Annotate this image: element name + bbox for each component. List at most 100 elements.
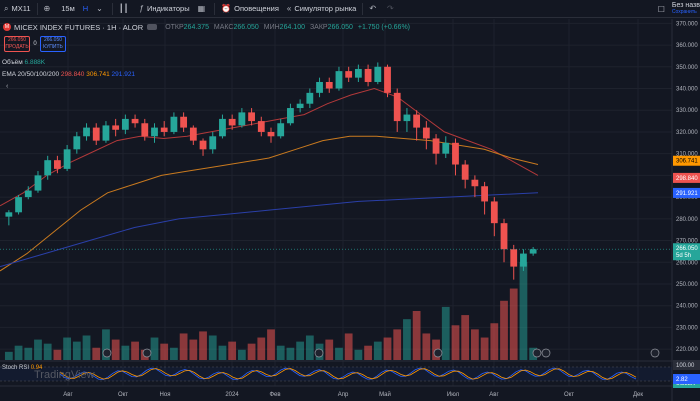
candle-body: [34, 175, 42, 191]
time-axis-label: Фев: [269, 392, 280, 398]
candle-body: [422, 127, 430, 139]
candle-body: [15, 197, 22, 213]
alerts-button[interactable]: ⏰ Оповещения: [217, 0, 283, 18]
price-axis-label: 250.000: [676, 282, 698, 288]
trade-buttons: 266.050 ПРОДАТЬ 0 266.050 КУПИТЬ: [4, 36, 66, 52]
price-axis-label: 280.000: [676, 217, 698, 223]
volume-bar: [383, 337, 392, 360]
volume-bar: [179, 333, 188, 360]
candle-body: [44, 160, 52, 176]
price-axis-label: 240.000: [676, 304, 698, 310]
volume-bar: [170, 347, 178, 360]
price-axis-label: 230.000: [676, 325, 698, 331]
top-toolbar: ⌕ MX11 ⊕ 15м H ⌄ ┃┃ ƒ Индикаторы ▦ ⏰ Опо…: [0, 0, 700, 18]
volume-bar: [189, 339, 198, 360]
change-value: +1.750 (+0.66%): [357, 23, 411, 31]
price-axis-label: 290.000: [676, 195, 698, 201]
current-price-badge: 266.050: [676, 246, 698, 252]
ohlc-values: ОТКР264.375 МАКС266.050 МИН264.100 ЗАКР2…: [165, 24, 413, 31]
candle-body: [287, 108, 294, 124]
undo-button[interactable]: ↶: [365, 0, 383, 18]
time-axis-label: Июл: [447, 392, 460, 398]
spread-value: 0: [33, 41, 37, 47]
layout-button[interactable]: ☐: [654, 0, 672, 18]
volume-bar: [276, 345, 285, 360]
sell-label: ПРОДАТЬ: [5, 44, 29, 50]
candle-body: [510, 249, 518, 267]
volume-bar: [305, 335, 314, 360]
volume-bar: [160, 343, 169, 360]
candle-body: [54, 160, 61, 169]
price-axis-label: 340.000: [676, 87, 698, 93]
ema-orange-badge-bg: [673, 155, 700, 166]
low-value: 264.100: [279, 23, 305, 31]
high-value: 266.050: [233, 23, 259, 31]
replay-label: Симулятор рынка: [294, 4, 357, 13]
indicators-button[interactable]: ƒ Индикаторы: [136, 0, 194, 18]
volume-bar: [131, 341, 139, 360]
time-axis-label: Дек: [633, 392, 643, 398]
ema-legend[interactable]: EMA 20/50/100/200 298.840 306.741 291.92…: [2, 71, 135, 78]
candle-body: [121, 118, 129, 130]
candle-body: [432, 138, 440, 154]
candles-icon: ┃┃: [118, 4, 129, 13]
candle-body: [520, 253, 527, 267]
compare-button[interactable]: ⊕: [40, 0, 58, 18]
layouts-button[interactable]: ▦: [194, 0, 213, 18]
volume-legend[interactable]: Объём 6.888K: [2, 59, 45, 66]
toolbar-divider: [214, 2, 216, 15]
volume-bar: [364, 345, 372, 360]
buy-button[interactable]: 266.050 КУПИТЬ: [40, 36, 66, 52]
candle-body: [228, 118, 236, 126]
volume-bar: [500, 300, 508, 360]
volume-bar: [43, 343, 52, 360]
candle-body: [529, 249, 537, 254]
volume-bar: [237, 349, 246, 360]
interval-chevron[interactable]: ⌄: [92, 0, 110, 18]
ema-orange-badge: 306.741: [676, 159, 698, 165]
interval-button[interactable]: 15м: [57, 0, 79, 18]
event-marker-icon: [142, 348, 152, 358]
volume-bar: [471, 329, 479, 360]
candle-body: [374, 66, 382, 82]
stoch-label: Stoch RSI: [2, 365, 30, 371]
unsaved-layout[interactable]: Без назв Сохранить: [672, 2, 700, 16]
buy-price: 266.050: [43, 37, 63, 43]
symbol-search-button[interactable]: ⌕ MX11: [0, 0, 35, 18]
candle-body: [490, 201, 498, 224]
interval-dropdown[interactable]: H: [79, 0, 92, 18]
volume-bar: [393, 329, 402, 360]
volume-bar: [325, 339, 334, 360]
save-link[interactable]: Сохранить: [671, 9, 697, 15]
chart-title[interactable]: MICEX INDEX FUTURES · 1H · ALOR: [14, 22, 144, 32]
candle-body: [296, 103, 304, 109]
redo-button[interactable]: ↷: [383, 0, 401, 18]
candle-body: [277, 123, 285, 137]
volume-bar: [4, 351, 13, 360]
square-icon: ☐: [657, 4, 665, 14]
volume-bar: [218, 345, 227, 360]
collapse-legend-icon[interactable]: ‹: [6, 83, 9, 90]
tradingview-watermark: TradingView: [34, 369, 95, 381]
stoch-legend[interactable]: Stoch RSI 0.94: [2, 365, 42, 371]
volume-bar: [199, 331, 207, 360]
chart-type-button[interactable]: ┃┃: [115, 0, 136, 18]
open-value: 264.375: [183, 23, 209, 31]
toolbar-divider: [362, 2, 364, 15]
volume-bar: [102, 329, 110, 360]
event-marker-icon: [532, 348, 542, 358]
volume-bar: [92, 347, 101, 360]
candle-body: [112, 125, 120, 130]
candle-body: [92, 127, 100, 141]
volume-bar: [403, 319, 411, 360]
price-axis-label: 270.000: [676, 239, 698, 245]
candle-body: [325, 81, 333, 89]
volume-bar: [422, 333, 431, 360]
candle-body: [500, 223, 508, 250]
replay-button[interactable]: « Симулятор рынка: [283, 0, 360, 18]
sell-button[interactable]: 266.050 ПРОДАТЬ: [4, 36, 30, 52]
candle-body: [73, 136, 81, 150]
event-marker-icon: [314, 348, 324, 358]
candle-body: [141, 123, 149, 137]
